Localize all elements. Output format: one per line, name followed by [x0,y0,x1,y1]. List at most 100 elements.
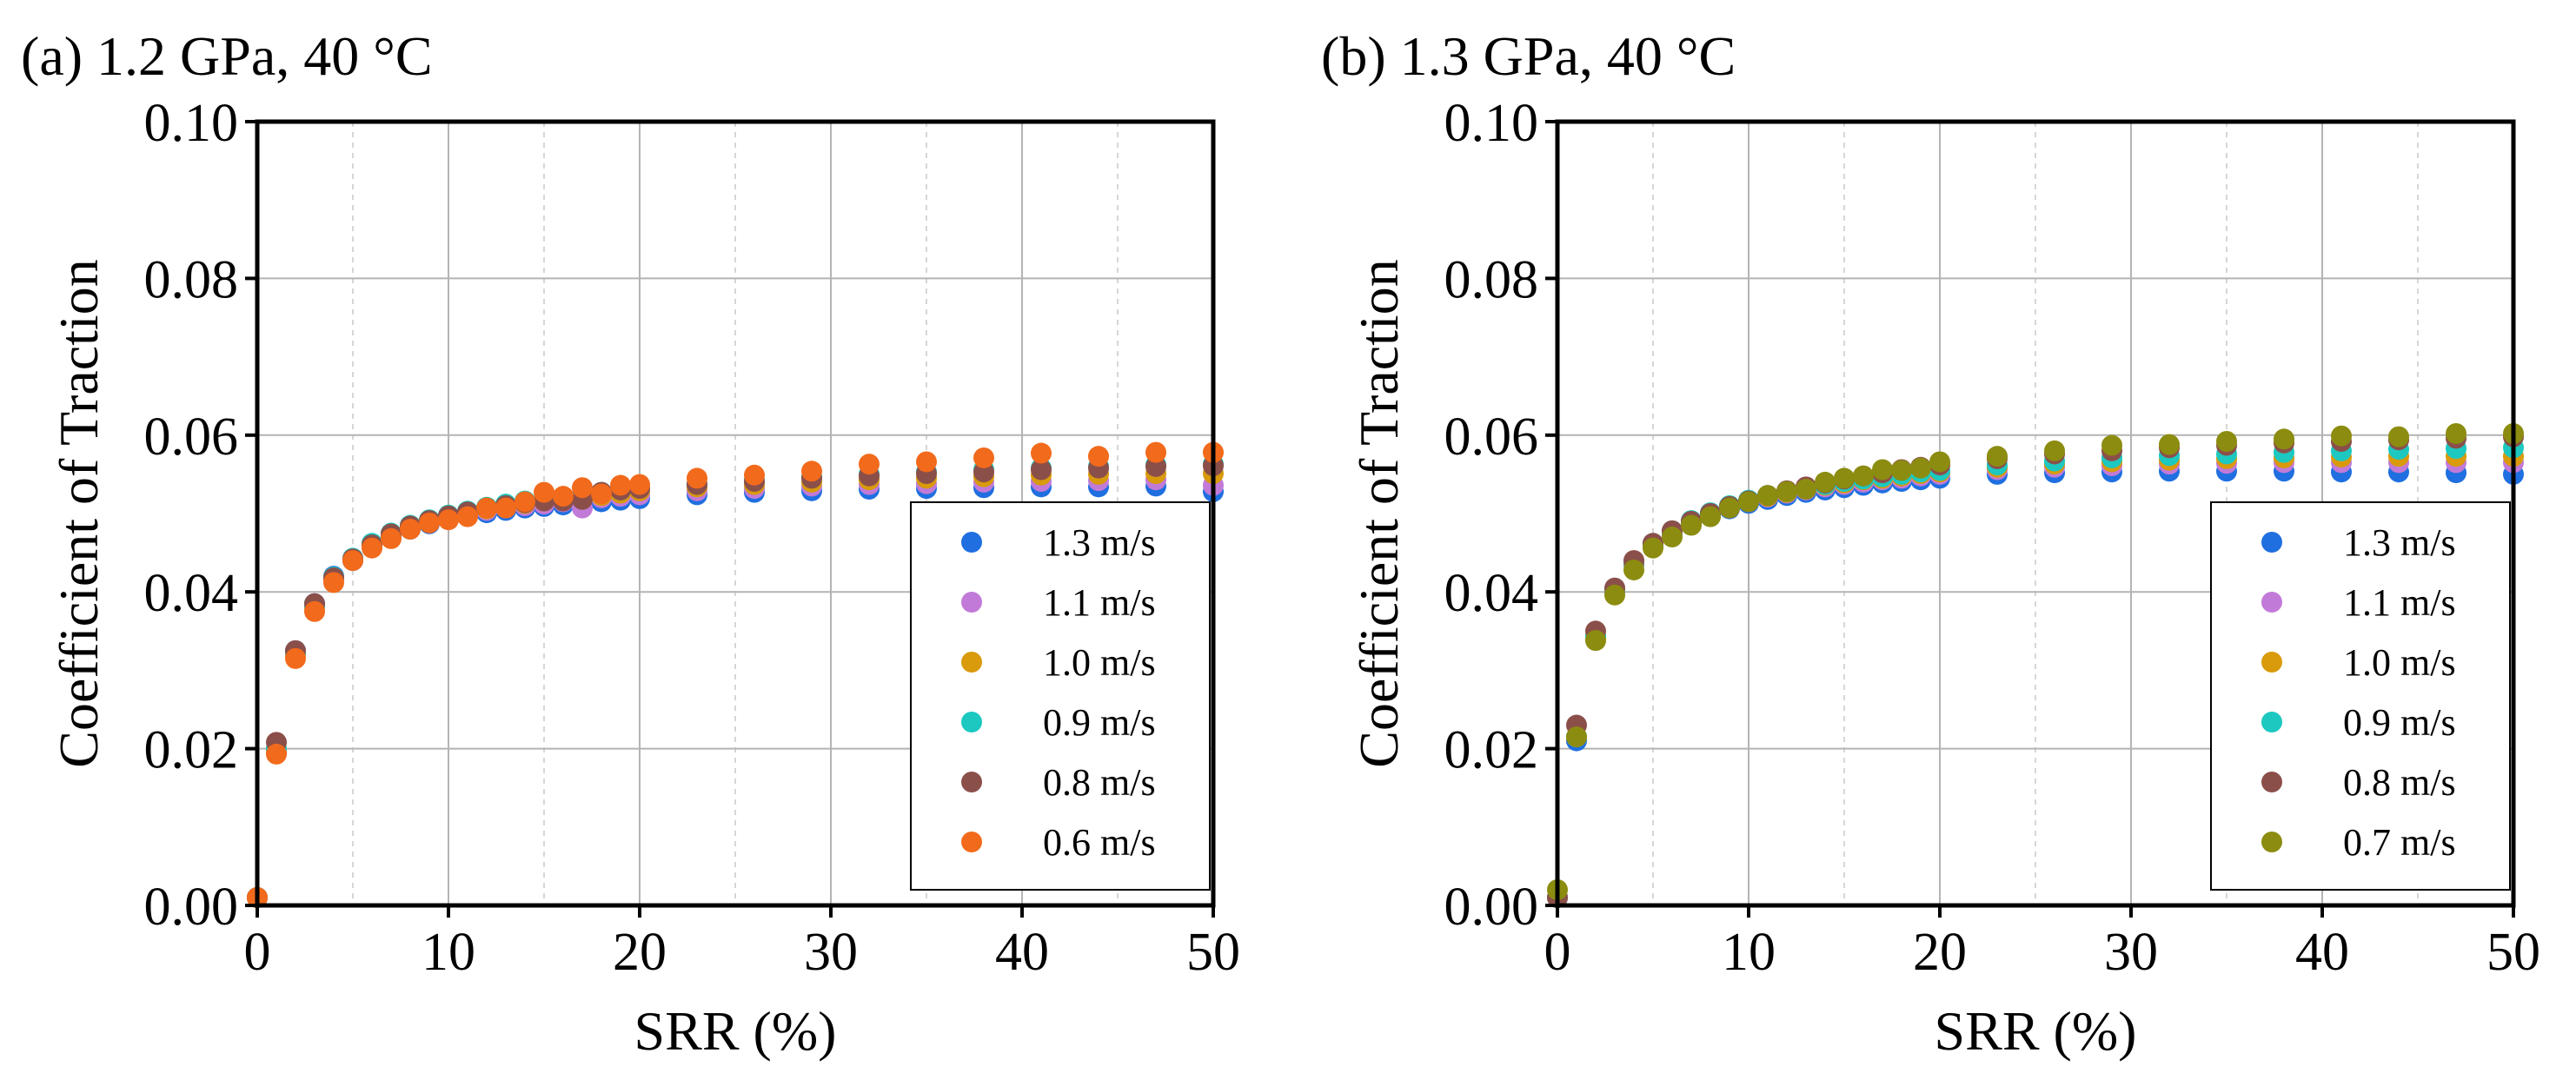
panel-a-points [247,441,1224,908]
x-tick-label: 10 [1722,923,1776,982]
panel-a-title: (a) 1.2 GPa, 40 °C [21,25,433,87]
data-point [2446,422,2466,444]
x-tick-label: 0 [244,923,271,982]
data-point [438,509,459,531]
x-tick-label: 50 [2486,923,2540,982]
panel-a-legend-box [910,501,1211,891]
y-tick-label: 0.08 [144,250,239,309]
legend-marker [2261,652,2282,673]
panel-b-legend: 1.3 m/s 1.1 m/s 1.0 m/s 0.9 m/s 0.8 m/s 0.7 m… [2210,501,2511,891]
data-point [2388,426,2409,447]
legend-label: 0.6 m/s [1043,821,1156,864]
x-tick-label: 40 [2295,923,2349,982]
legend-label: 0.9 m/s [2343,701,2456,744]
legend-marker [961,652,982,673]
data-point [2274,428,2294,450]
data-point [2216,431,2237,453]
x-tick-label: 50 [1186,923,1240,982]
data-point [285,647,306,669]
x-tick-label: 30 [804,923,858,982]
panel-a-ylabel: Coefficient of Traction [48,259,110,767]
data-point [859,454,880,475]
legend-label: 0.7 m/s [2343,821,2456,864]
legend-label: 1.3 m/s [1043,521,1156,564]
panel-b-xlabel: SRR (%) [1935,1000,2137,1062]
data-point [1681,514,1702,536]
data-point [973,447,994,468]
legend-marker [2261,772,2282,792]
panel-b-y-ticks: 0.00 0.02 0.04 0.06 0.08 0.10 [1444,94,1557,937]
data-point [304,600,325,622]
data-point [457,506,478,527]
panel-b-points [1547,422,2524,908]
data-point [572,477,593,499]
data-point [1623,559,1644,580]
data-point [1757,485,1778,507]
data-point [515,491,535,513]
data-point [1145,441,1166,463]
legend-marker [961,832,982,852]
data-point [591,483,612,505]
data-point [744,464,765,486]
data-point [687,467,707,489]
panel-b-ylabel: Coefficient of Traction [1348,259,1410,767]
data-point [2331,425,2352,447]
legend-marker [961,532,982,553]
legend-marker [2261,592,2282,613]
y-tick-label: 0.00 [1444,878,1539,937]
data-point [916,451,937,473]
data-point [381,527,402,549]
legend-marker [2261,532,2282,553]
data-point [1643,537,1663,559]
data-point [1566,726,1587,748]
panel-b-plot-frame [1555,119,2516,908]
x-tick-label: 40 [995,923,1049,982]
data-point [1738,491,1759,513]
y-tick-label: 0.10 [1444,94,1539,153]
panel-a-x-ticks: 0 10 20 30 40 50 [244,905,1240,982]
data-point [1662,527,1683,548]
legend-label: 0.8 m/s [1043,761,1156,804]
data-point [342,550,363,572]
panel-a-y-ticks: 0.00 0.02 0.04 0.06 0.08 0.10 [144,94,257,937]
x-tick-label: 20 [613,923,667,982]
panel-b-x-ticks: 0 10 20 30 40 50 [1544,905,2540,982]
data-point [1987,446,2008,467]
data-point [1604,584,1625,606]
data-point [1700,506,1721,527]
data-point [1872,459,1893,481]
data-point [400,519,421,540]
legend-marker [961,712,982,732]
x-tick-label: 10 [422,923,475,982]
data-point [610,474,631,496]
legend-label: 0.8 m/s [2343,761,2456,804]
legend-label: 1.1 m/s [2343,581,2456,624]
x-tick-label: 0 [1544,923,1571,982]
panel-a: (a) 1.2 GPa, 40 °C 0 10 20 30 40 50 0.000.020… [21,25,1240,1062]
legend-label: 1.1 m/s [1043,581,1156,624]
y-tick-label: 0.04 [144,564,239,623]
legend-label: 1.0 m/s [2343,641,2456,684]
panel-b: (b) 1.3 GPa, 40 °C 0 10 20 30 40 50 0.000.020… [1321,25,2540,1062]
y-tick-label: 0.02 [144,721,239,780]
panel-a-grid [257,122,1213,905]
panel-b-legend-box [2210,501,2511,891]
y-tick-label: 0.06 [1444,408,1539,467]
panel-a-legend: 1.3 m/s 1.1 m/s 1.0 m/s 0.9 m/s 0.8 m/s 0.6 m… [910,501,1211,891]
legend-label: 0.9 m/s [1043,701,1156,744]
y-tick-label: 0.02 [1444,721,1539,780]
data-point [362,537,382,559]
panel-a-plot-frame [255,119,1216,908]
data-point [323,572,344,593]
legend-marker [961,772,982,792]
panel-b-title: (b) 1.3 GPa, 40 °C [1321,25,1736,87]
data-point [495,497,516,519]
data-point [2044,440,2065,461]
data-point [1031,442,1052,464]
data-point [1796,479,1816,500]
data-point [1088,446,1109,467]
data-point [1815,471,1836,493]
data-point [1719,497,1740,519]
data-point [1910,457,1931,479]
